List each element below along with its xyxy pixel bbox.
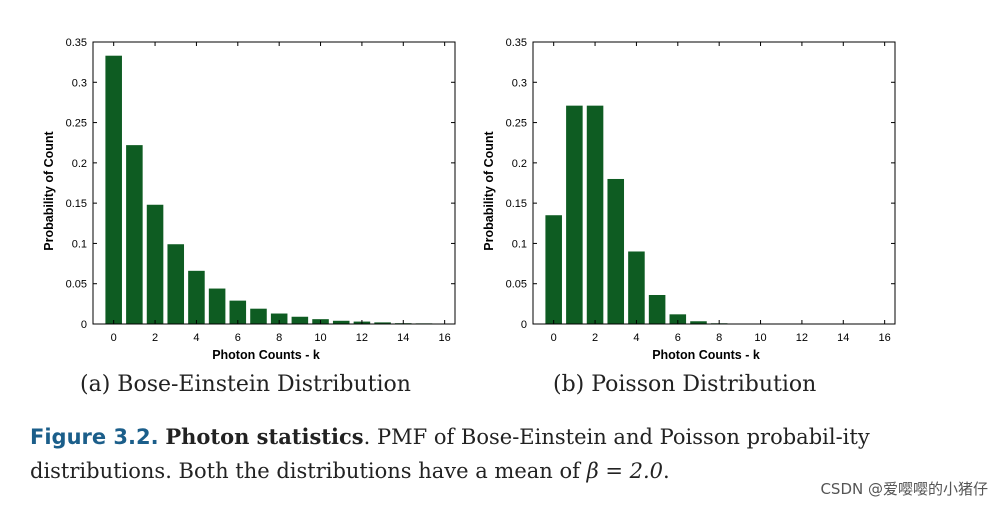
be-xtick-label-0: 0: [111, 332, 117, 344]
poisson-bar-k7: [690, 321, 707, 324]
poisson-xtick-label-7: 14: [837, 332, 849, 344]
figure-title: Photon statistics: [165, 424, 364, 449]
poisson-bar-k1: [566, 105, 583, 324]
be-xtick-label-2: 4: [193, 332, 199, 344]
figure-caption-end: .: [663, 459, 670, 483]
be-x-axis-label: Photon Counts - k: [212, 348, 320, 362]
be-ytick-label-5: 0.25: [66, 118, 87, 130]
be-bar-k8: [270, 313, 288, 324]
be-bar-k4: [188, 270, 205, 324]
poisson-ytick-label-7: 0.35: [506, 37, 527, 49]
be-y-axis-label: Probability of Count: [42, 130, 56, 250]
poisson-xtick-label-2: 4: [633, 332, 639, 344]
be-ytick-label-7: 0.35: [66, 37, 87, 49]
be-xtick-label-5: 10: [314, 332, 326, 344]
be-axes-frame: [92, 41, 456, 325]
poisson-bar-k2: [586, 105, 604, 324]
poisson-ytick-label-6: 0.3: [512, 77, 527, 89]
poisson-ytick-label-2: 0.1: [512, 238, 527, 250]
bose-einstein-chart: 0 0.05 0.1 0.15 0.2 0.25 0.3 0.35 0 2 4 6 8 10 12 14 16 P…: [42, 37, 456, 362]
poisson-xtick-label-3: 6: [675, 332, 681, 344]
subcaption-poisson: (b) Poisson Distribution: [553, 372, 817, 397]
be-xtick-label-3: 6: [235, 332, 241, 344]
poisson-ytick-label-4: 0.2: [512, 158, 527, 170]
be-xtick-label-4: 8: [276, 332, 282, 344]
be-bar-k13: [374, 322, 391, 324]
be-ytick-label-2: 0.1: [72, 238, 87, 250]
poisson-xtick-label-0: 0: [551, 332, 557, 344]
be-ytick-label-1: 0.05: [66, 279, 87, 291]
be-ytick-label-3: 0.15: [66, 198, 87, 210]
poisson-bar-k4: [628, 251, 645, 324]
be-bar-k0: [105, 55, 122, 324]
poisson-ytick-label-3: 0.15: [506, 198, 527, 210]
be-bar-k6: [229, 300, 247, 324]
poisson-ytick-label-0: 0: [521, 319, 527, 331]
be-xtick-label-6: 12: [356, 332, 368, 344]
figure-caption-math: β = 2.0: [586, 459, 664, 483]
poisson-chart: 0 0.05 0.1 0.15 0.2 0.25 0.3 0.35 0 2 4 6 8 10 12 14 16 P…: [482, 37, 896, 362]
poisson-axes-frame: [532, 41, 896, 325]
be-bar-k5: [208, 288, 226, 324]
figure-caption-text: . PMF of Bose-Einstein and Poisson proba…: [30, 425, 870, 483]
be-ytick-label-4: 0.2: [72, 158, 87, 170]
be-xtick-label-7: 14: [397, 332, 409, 344]
watermark: CSDN @爱嘤嘤的小猪仔: [820, 480, 988, 498]
be-bar-k11: [332, 320, 350, 324]
poisson-bar-k0: [545, 215, 562, 324]
poisson-xtick-label-5: 10: [754, 332, 766, 344]
be-bar-k9: [291, 316, 309, 324]
poisson-ytick-label-1: 0.05: [506, 279, 527, 291]
be-bar-k3: [167, 244, 185, 324]
be-bar-k7: [250, 308, 267, 324]
poisson-xtick-label-6: 12: [796, 332, 808, 344]
poisson-y-axis-label: Probability of Count: [482, 130, 496, 250]
figure-label: Figure 3.2.: [30, 425, 159, 449]
subcaption-bose-einstein: (a) Bose-Einstein Distribution: [80, 372, 411, 397]
poisson-xtick-label-1: 2: [592, 332, 598, 344]
poisson-xtick-label-8: 16: [879, 332, 891, 344]
poisson-x-axis-label: Photon Counts - k: [652, 348, 760, 362]
be-xtick-label-1: 2: [152, 332, 158, 344]
be-xtick-label-8: 16: [439, 332, 451, 344]
figure-caption: Figure 3.2. Photon statistics. PMF of Bo…: [30, 420, 930, 488]
be-ytick-label-6: 0.3: [72, 77, 87, 89]
be-bar-k1: [126, 145, 143, 324]
poisson-bar-k3: [607, 178, 625, 324]
poisson-xtick-label-4: 8: [716, 332, 722, 344]
poisson-bar-k6: [669, 314, 687, 324]
poisson-bar-k5: [648, 294, 666, 324]
be-bar-k2: [146, 204, 164, 324]
be-ytick-label-0: 0: [81, 319, 87, 331]
poisson-ytick-label-5: 0.25: [506, 118, 527, 130]
